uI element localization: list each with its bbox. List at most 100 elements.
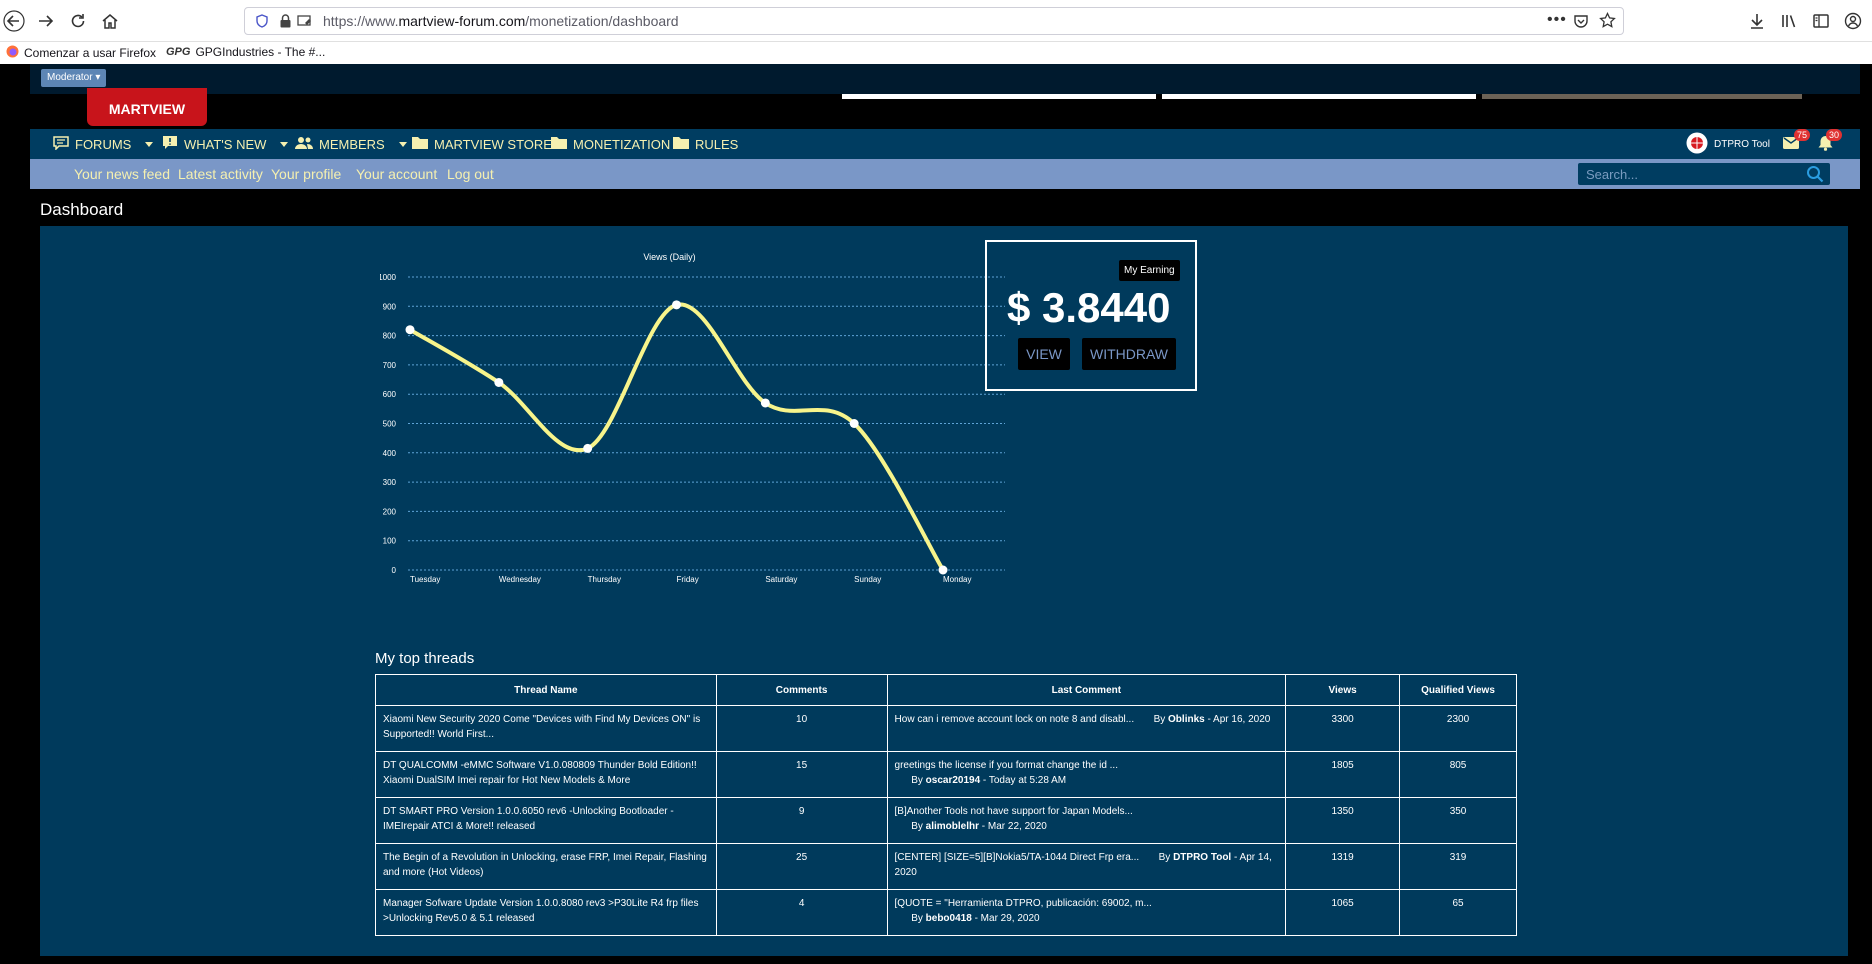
sidebar-icon[interactable] [1809, 9, 1833, 33]
page-title: Dashboard [40, 200, 124, 219]
views-count: 1350 [1285, 797, 1401, 844]
y-tick-label: 500 [383, 420, 397, 429]
bookmark-label: Comenzar a usar Firefox [24, 46, 157, 60]
view-button[interactable]: VIEW [1018, 338, 1070, 370]
url-bar[interactable]: https://www.martview-forum.com/monetizat… [244, 7, 1624, 35]
search-icon[interactable] [1806, 165, 1824, 188]
account-icon[interactable] [1841, 9, 1865, 33]
comment-author[interactable]: DTPRO Tool [1173, 852, 1232, 863]
tracking-shield-icon[interactable] [255, 14, 269, 33]
folder-icon [551, 136, 567, 152]
search-placeholder: Search... [1586, 167, 1639, 182]
data-point [405, 325, 415, 335]
search-input[interactable]: Search... [1578, 163, 1830, 185]
chevron-down-icon[interactable] [398, 141, 407, 147]
chevron-down-icon[interactable] [280, 141, 289, 147]
nav-label: RULES [695, 136, 739, 152]
qualified-views-count: 65 [1399, 889, 1517, 936]
moderator-button[interactable]: Moderator ▾ [41, 69, 107, 87]
inbox-button[interactable]: 75 [1783, 129, 1811, 159]
thread-name-link[interactable]: Manager Sofware Update Version 1.0.0.808… [375, 889, 717, 936]
thread-name-link[interactable]: DT QUALCOMM -eMMC Software V1.0.080809 T… [375, 751, 717, 798]
avatar [1686, 132, 1708, 157]
nav-monetization[interactable]: MONETIZATION [551, 129, 670, 159]
downloads-icon[interactable] [1745, 9, 1769, 33]
y-tick-label: 800 [383, 332, 397, 341]
thread-name-link[interactable]: The Begin of a Revolution in Unlocking, … [375, 843, 717, 890]
chevron-down-icon[interactable] [145, 141, 154, 147]
link-latest-activity[interactable]: Latest activity [178, 166, 263, 182]
data-point [849, 419, 859, 428]
library-icon[interactable] [1777, 9, 1801, 33]
forum-page: Moderator ▾ MARTVIEW FORUMS WHAT'S NEW M… [0, 64, 1872, 964]
dashboard-content: Views (Daily) 0 100 200 300 400 500 600 700 800 90… [40, 226, 1848, 956]
comments-count: 9 [715, 797, 888, 844]
forward-icon[interactable] [34, 9, 58, 33]
table-row: Xiaomi New Security 2020 Come "Devices w… [375, 705, 1517, 752]
data-point [672, 300, 681, 310]
nav-whats-new[interactable]: WHAT'S NEW [162, 129, 289, 159]
folder-icon [412, 136, 428, 152]
comment-author[interactable]: bebo0418 [925, 913, 972, 924]
last-comment[interactable]: greetings the license if you format chan… [886, 751, 1287, 798]
bookmark-gpgindustries[interactable]: GPG GPGIndustries - The #... [166, 45, 325, 59]
user-menu[interactable]: DTPRO Tool [1686, 129, 1770, 159]
withdraw-button[interactable]: WITHDRAW [1082, 338, 1176, 370]
nav-label: MONETIZATION [573, 136, 671, 152]
lock-icon[interactable] [279, 14, 292, 33]
permissions-icon[interactable] [297, 14, 313, 33]
thread-name-link[interactable]: Xiaomi New Security 2020 Come "Devices w… [375, 705, 717, 752]
comments-count: 4 [715, 889, 888, 936]
table-row: DT SMART PRO Version 1.0.0.6050 rev6 -Un… [375, 797, 1517, 844]
user-name: DTPRO Tool [1714, 138, 1770, 150]
gpg-logo-icon: GPG [166, 46, 191, 58]
reload-icon[interactable] [66, 9, 90, 33]
last-comment[interactable]: [B]Another Tools not have support for Ja… [886, 797, 1287, 844]
y-tick-label: 900 [383, 302, 397, 311]
x-tick-label: Saturday [765, 575, 797, 584]
page-actions-icon[interactable]: ••• [1547, 11, 1567, 28]
comment-author[interactable]: Oblinks [1168, 714, 1205, 725]
views-line-chart: Views (Daily) 0 100 200 300 400 500 600 700 800 90… [378, 252, 1005, 584]
table-header-row: Thread Name Comments Last Comment Views … [375, 674, 1517, 706]
header-banner [1482, 94, 1802, 99]
link-news-feed[interactable]: Your news feed [74, 166, 170, 182]
x-tick-label: Friday [677, 575, 699, 584]
last-comment[interactable]: How can i remove account lock on note 8 … [886, 705, 1287, 752]
table-row: The Begin of a Revolution in Unlocking, … [375, 843, 1517, 890]
header-banner [842, 94, 1156, 99]
nav-rules[interactable]: RULES [673, 129, 738, 159]
comment-author[interactable]: alimoblelhr [925, 821, 980, 832]
header-band: Moderator ▾ [30, 64, 1860, 99]
comment-author[interactable]: oscar20194 [925, 775, 981, 786]
link-your-account[interactable]: Your account [356, 166, 438, 182]
site-logo[interactable]: MARTVIEW [87, 88, 207, 126]
y-tick-label: 600 [383, 390, 397, 399]
link-your-profile[interactable]: Your profile [271, 166, 342, 182]
column-header: Comments [715, 674, 888, 706]
bookmark-star-icon[interactable] [1599, 11, 1616, 34]
link-log-out[interactable]: Log out [447, 166, 494, 182]
last-comment[interactable]: [QUOTE = "Herramienta DTPRO, publicación… [886, 889, 1287, 936]
home-icon[interactable] [98, 9, 122, 33]
last-comment[interactable]: [CENTER] [SIZE=5][B]Nokia5/TA-1044 Direc… [886, 843, 1287, 890]
top-threads-title: My top threads [375, 650, 475, 667]
pocket-icon[interactable] [1573, 13, 1589, 34]
nav-label: FORUMS [75, 136, 132, 152]
sub-nav: Your news feed Latest activity Your prof… [30, 159, 1860, 189]
back-icon[interactable] [2, 9, 26, 33]
members-icon [295, 136, 313, 153]
nav-forums[interactable]: FORUMS [53, 129, 154, 159]
nav-label: MEMBERS [319, 136, 385, 152]
data-point [494, 377, 504, 387]
earning-amount: $ 3.8440 [1007, 284, 1171, 331]
column-header: Last Comment [886, 674, 1287, 706]
alerts-button[interactable]: 30 [1818, 129, 1843, 159]
y-tick-label: 200 [383, 507, 397, 516]
thread-name-link[interactable]: DT SMART PRO Version 1.0.0.6050 rev6 -Un… [375, 797, 717, 844]
nav-members[interactable]: MEMBERS [295, 129, 407, 159]
nav-martview-store[interactable]: MARTVIEW STORE [412, 129, 552, 159]
earning-tag: My Earning [1119, 260, 1180, 281]
inbox-count-badge: 75 [1794, 129, 1811, 141]
bookmark-firefox[interactable]: Comenzar a usar Firefox [6, 45, 156, 61]
